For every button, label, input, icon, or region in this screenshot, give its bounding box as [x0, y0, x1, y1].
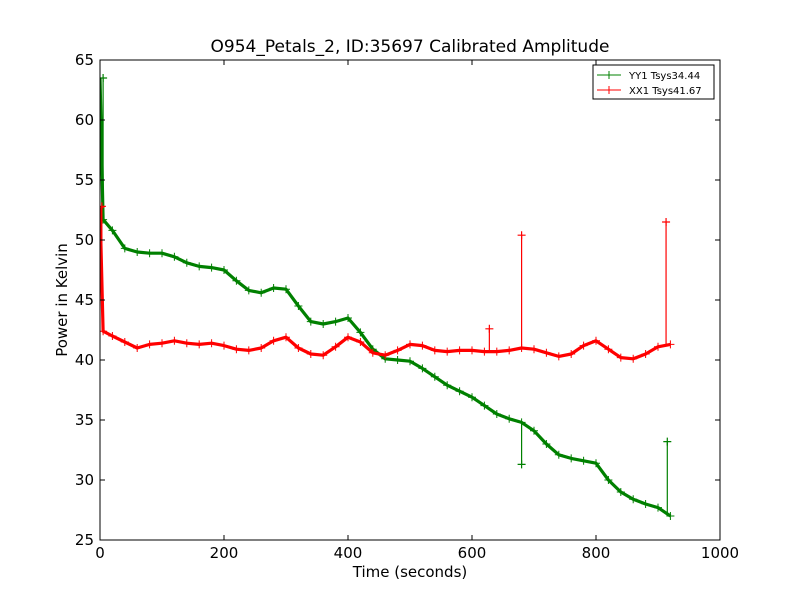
legend-label: YY1 Tsys34.44: [628, 71, 700, 82]
y-axis-label: Power in Kelvin: [53, 243, 71, 357]
legend-marker-1: [605, 86, 613, 94]
x-tick-label: 1000: [701, 544, 739, 562]
axes: 0 200 400 600 800 1000 25 30 35 40 45 50 55 60 65: [75, 51, 739, 562]
legend-box: [592, 64, 715, 100]
y-tick-label: 50: [75, 231, 94, 249]
spike-marker-0-1: [517, 460, 526, 469]
spike-marker-0-2: [663, 437, 672, 446]
y-tick-label: 30: [75, 471, 94, 489]
y-tick-label: 45: [75, 291, 94, 309]
x-tick-label: 600: [458, 544, 487, 562]
x-tick-label: 0: [95, 544, 105, 562]
spike-marker-1-3: [662, 218, 671, 226]
chart-title: O954_Petals_2, ID:35697 Calibrated Ampli…: [211, 37, 610, 57]
spike-marker-1-0: [100, 202, 106, 211]
x-tick-label: 200: [210, 544, 239, 562]
y-tick-label: 25: [75, 531, 94, 549]
y-tick-label: 35: [75, 411, 94, 429]
series-markers-1: [100, 203, 675, 363]
y-tick-label: 40: [75, 351, 94, 369]
y-tick-label: 55: [75, 171, 94, 189]
x-tick-label: 800: [582, 544, 611, 562]
legend-label: XX1 Tsys41.67: [629, 86, 702, 97]
x-tick-label: 400: [334, 544, 363, 562]
series-markers-0: [100, 74, 675, 520]
spike-marker-1-2: [517, 231, 526, 240]
spike-marker-1-1: [485, 324, 494, 333]
y-tick-label: 65: [75, 51, 94, 69]
series-group: [100, 74, 675, 520]
plot-area: [100, 74, 675, 520]
legend-marker-0: [605, 71, 613, 79]
legend: YY1 Tsys34.44 XX1 Tsys41.67: [592, 64, 715, 100]
y-tick-label: 60: [75, 111, 94, 129]
x-axis-label: Time (seconds): [352, 563, 468, 581]
